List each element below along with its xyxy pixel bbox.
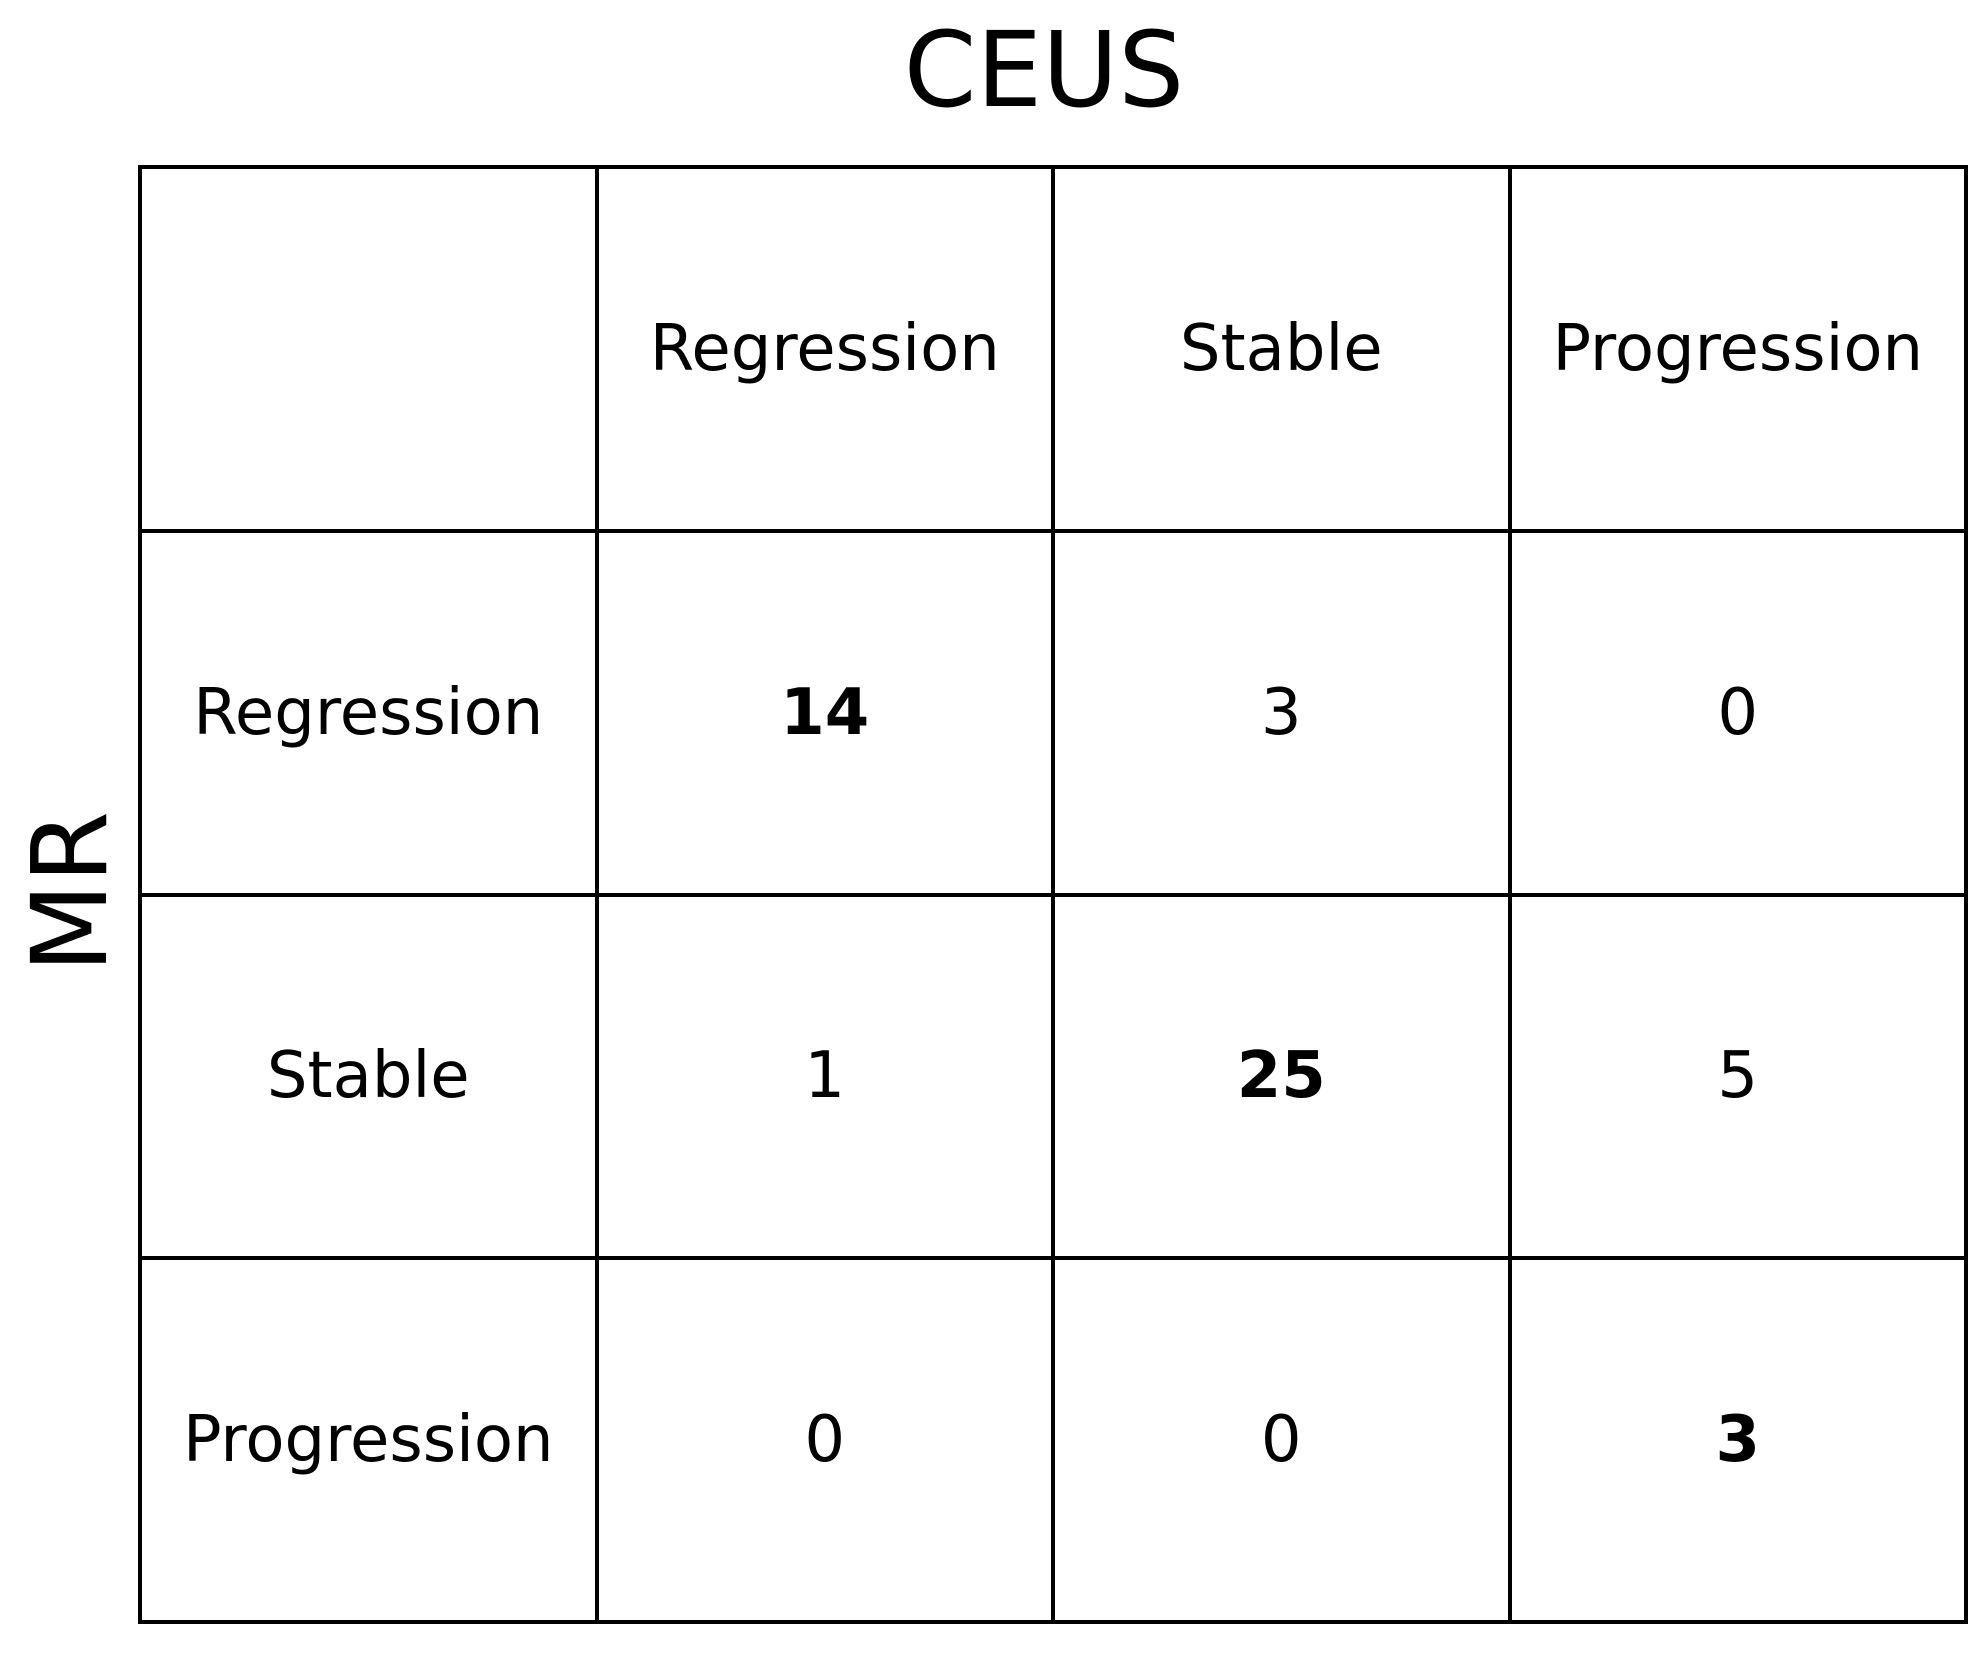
table-row: Regression 14 3 0 <box>138 528 1968 897</box>
column-header: Regression <box>594 165 1055 533</box>
value-cell: 3 <box>1507 1256 1968 1624</box>
table-row: Stable 1 25 5 <box>138 892 1968 1261</box>
value-cell: 5 <box>1507 892 1968 1261</box>
value-cell: 14 <box>594 528 1055 897</box>
row-header: Regression <box>138 528 599 897</box>
column-header: Stable <box>1051 165 1512 533</box>
value-cell: 0 <box>1051 1256 1512 1624</box>
value-cell: 25 <box>1051 892 1512 1261</box>
column-header: Progression <box>1507 165 1968 533</box>
header-row: Regression Stable Progression <box>138 165 1968 533</box>
row-header: Stable <box>138 892 599 1261</box>
confusion-table: Regression Stable Progression Regression 14 3… <box>138 165 1968 1624</box>
value-cell: 3 <box>1051 528 1512 897</box>
table-row: Progression 0 0 3 <box>138 1256 1968 1624</box>
row-header: Progression <box>138 1256 599 1624</box>
value-cell: 1 <box>594 892 1055 1261</box>
corner-cell <box>138 165 599 533</box>
value-cell: 0 <box>594 1256 1055 1624</box>
chart-title: CEUS <box>903 9 1185 131</box>
y-axis-label: MR <box>9 811 131 973</box>
value-cell: 0 <box>1507 528 1968 897</box>
